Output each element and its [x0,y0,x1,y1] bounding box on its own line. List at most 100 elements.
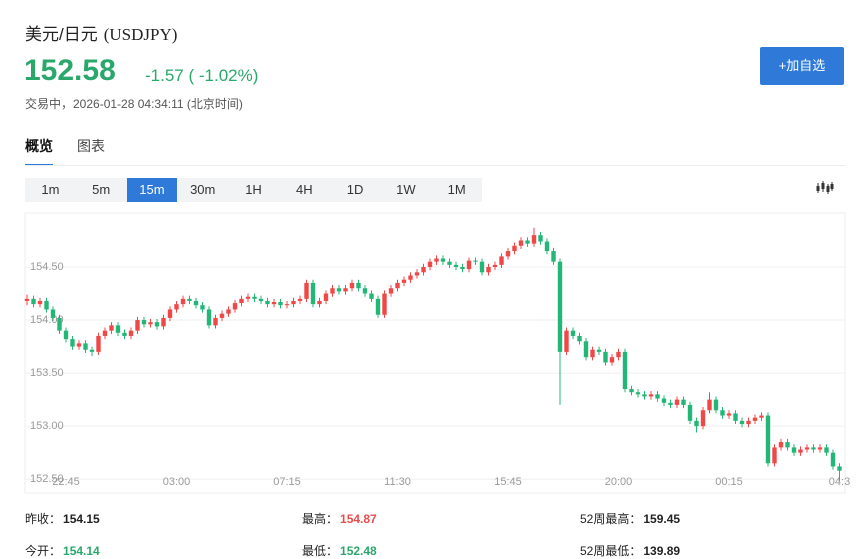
candle-body [824,447,829,453]
candle-body [538,235,543,242]
stat: 52周最高： 159.45 [580,510,680,527]
interval-button[interactable]: 1H [245,182,262,197]
candle-body [89,349,95,352]
candle-body [122,332,127,336]
candle-body [141,320,147,325]
candle-body [733,413,738,421]
stat-value: 154.87 [340,512,377,526]
x-tick-label: 04:3 [829,476,850,488]
candle-body [447,261,452,265]
candle-body [427,261,433,267]
candle-body [239,298,244,304]
candle-body [492,264,498,267]
candle-body [317,300,322,305]
candle-body [798,449,803,453]
candle-body [336,288,342,292]
x-tick-label: 22:45 [52,476,80,488]
candle-body [557,261,563,352]
candle-body [609,357,615,363]
stat-label: 昨收： [25,512,62,526]
interval-button[interactable]: 4H [295,182,313,197]
stat: 昨收： 154.15 [25,510,100,527]
candle-body [187,298,192,301]
interval-button[interactable]: 30m [190,182,216,197]
candle-body [265,300,270,305]
candle-body [291,300,296,305]
candle-body [583,341,589,358]
candle-body [226,309,231,314]
interval-button[interactable]: 1m [41,182,60,197]
candle-body [50,309,56,318]
candle-body [479,261,485,273]
x-tick-label: 20:00 [605,476,633,488]
candle-body [681,399,686,405]
interval-button[interactable]: 1D [346,182,364,197]
candle-body [57,317,62,331]
candle-body [791,447,797,453]
stat-value: 139.89 [643,544,681,558]
candle-body [453,264,459,267]
x-tick-label: 00:15 [715,476,743,488]
candle-body [596,349,602,352]
stat-value: 159.45 [643,512,681,526]
candle-body [356,282,361,289]
candle-body [37,300,43,305]
candle-body [785,442,790,448]
tab[interactable]: 图表 [77,138,105,154]
candle-body [629,389,634,393]
candle-body [278,302,283,306]
candle-body [271,302,277,305]
interval-button[interactable]: 1W [396,182,416,197]
candle-body [772,447,777,464]
stat-value: 152.48 [340,544,377,558]
candle-body [674,399,680,405]
candle-body [642,394,647,397]
x-tick-label: 07:15 [273,476,301,488]
y-tick-label: 152.50 [30,473,64,485]
candle-body [24,298,30,301]
candle-body [63,330,69,340]
candle-body [603,351,608,363]
candle-body [648,394,654,397]
candle-body [369,293,374,299]
candle-body [590,349,595,358]
candle-body [622,351,628,390]
candle-body [310,282,316,305]
interval-button[interactable]: 5m [92,182,111,197]
candle-body [577,335,582,342]
candle-body [746,420,751,425]
price: 152.58 [24,54,116,87]
price-change: -1.57 ( -1.02%) [145,66,259,85]
candle-body [694,420,699,427]
add-watchlist-button[interactable]: +加自选 [760,47,844,85]
candle-body [570,330,576,336]
pair-code: (USDJPY) [103,25,178,44]
candle-body [297,298,303,301]
candle-body [401,279,407,283]
candle-body [115,325,121,333]
stat-value: 154.15 [63,512,100,526]
stat-label: 今开： [25,544,62,558]
tabs: 概览 图表 [25,136,129,166]
candle-body [817,447,823,450]
candle-body [193,300,199,306]
interval-button[interactable]: 15m [126,178,178,202]
candle-body [258,298,264,301]
candle-body [135,320,140,331]
candle-body [284,304,290,306]
y-tick-label: 154.50 [30,261,64,273]
candle-body [213,317,218,326]
candle-body [804,447,810,450]
chart-type-icon[interactable] [815,180,835,196]
tab[interactable]: 概览 [25,136,53,166]
candle-body [486,266,491,273]
stat-label: 最高： [302,512,339,526]
candle-body [206,309,212,326]
candle-body [161,317,166,327]
candle-body [252,296,257,299]
interval-button[interactable]: 1M [447,182,466,197]
stat-label: 52周最低： [580,544,642,558]
candle-body [31,298,36,305]
candle-body [245,296,251,299]
